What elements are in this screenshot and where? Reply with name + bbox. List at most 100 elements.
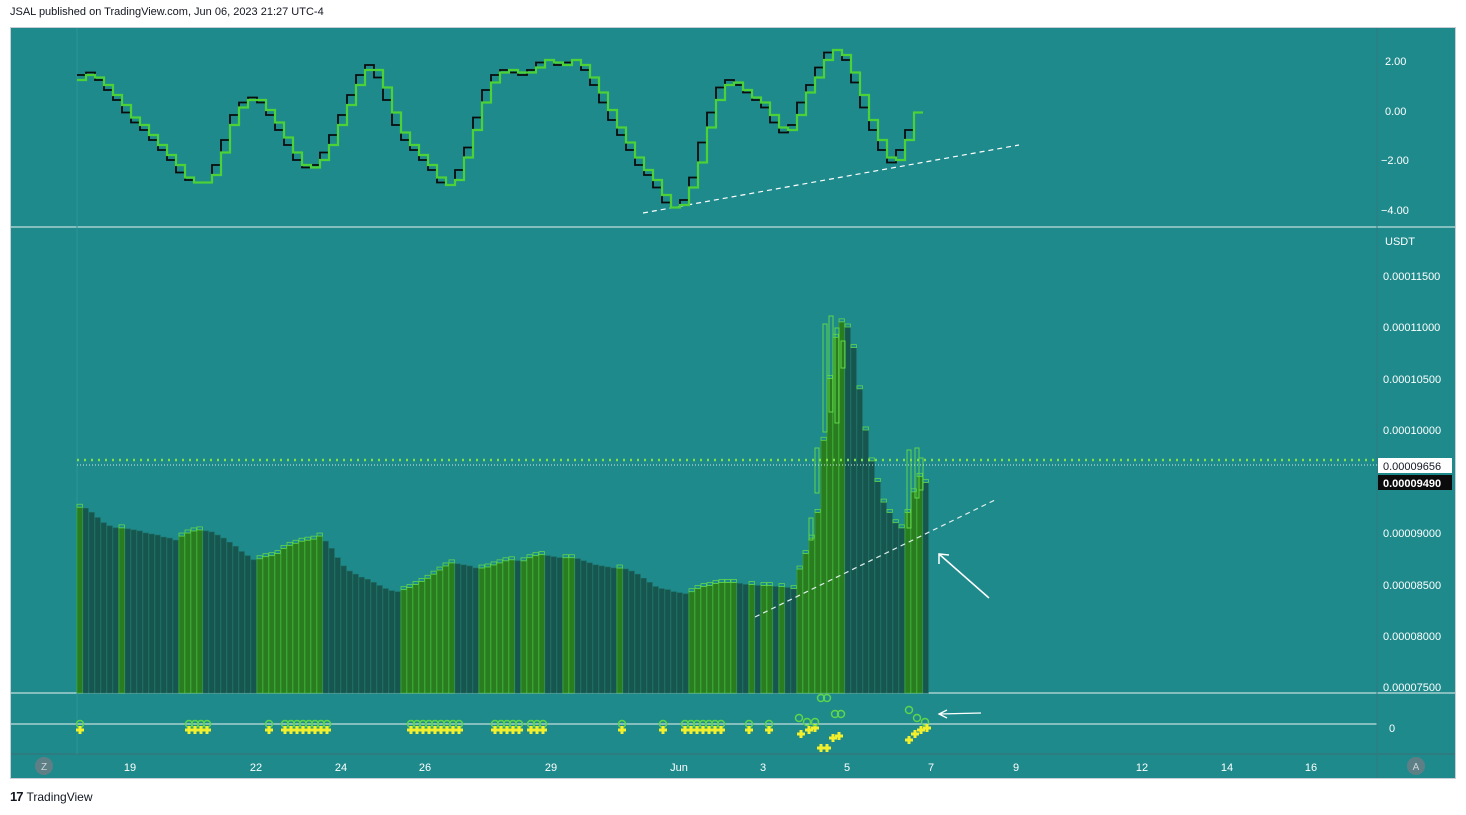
price-bar [544,555,551,694]
price-bar-cap [724,579,731,583]
price-bar [448,562,455,694]
price-bar [124,528,131,694]
price-axis-tick: 0.00007500 [1383,682,1441,694]
price-bar-cap [820,436,827,441]
price-bar [466,565,473,694]
price-bar [580,560,587,694]
footer-brand-label: TradingView [26,789,93,804]
price-bar-cap [886,508,893,513]
price-bar [394,591,401,694]
price-bar-cap [856,385,863,390]
price-bar [94,517,101,694]
spike-candle [840,340,846,369]
price-bar [880,501,887,694]
time-axis-tick: 22 [250,762,262,774]
publisher-caption: JSAL published on TradingView.com, Jun 0… [10,6,324,18]
price-bar [658,588,665,694]
price-bar [634,573,641,694]
price-bar-cap [76,503,83,508]
price-bar [232,546,239,694]
price-bar [172,539,179,694]
price-bar [400,589,407,694]
price-axis-tick: 0.00008500 [1383,580,1441,592]
price-bar [526,557,533,694]
price-bar [460,564,467,694]
price-bar [814,512,821,694]
price-bar [484,566,491,694]
price-bar-cap [316,532,323,537]
price-bar [898,527,905,694]
price-bar [262,556,269,694]
plus-marker [455,726,463,734]
price-bar-cap [850,344,857,349]
price-bar-cap [190,527,197,532]
circle-marker [822,693,832,703]
price-bar [286,545,293,694]
price-bar-cap [844,323,851,328]
price-bar-cap [706,582,713,586]
spike-candle [822,323,828,433]
circle-marker [836,709,846,719]
chart-frame[interactable]: 2.00 0.00 −2.00 −4.00 USDT 0.00011500 0.… [10,27,1456,779]
time-axis-tick: 3 [760,762,766,774]
price-bar [610,567,617,694]
plus-marker [76,726,84,734]
arrow-head-signal [937,709,948,719]
price-bar [502,560,509,694]
price-label-level: 0.00009656 [1383,461,1441,473]
price-bar [664,589,671,694]
spike-candle [828,315,834,413]
price-bar [106,525,113,694]
price-bar [796,568,803,694]
price-bar [904,512,911,694]
price-bar [802,553,809,694]
price-bar [160,536,167,694]
time-axis-tick: 12 [1136,762,1148,774]
price-bar [922,482,929,694]
price-bar-cap [118,524,125,529]
price-bar [538,554,545,694]
price-bar-cap [298,537,305,542]
oscillator-layer [77,48,923,209]
price-bar [136,530,143,694]
price-bar [430,573,437,694]
chart-canvas[interactable]: 2.00 0.00 −2.00 −4.00 USDT 0.00011500 0.… [11,28,1456,779]
plus-marker [618,726,626,734]
price-bar [604,566,611,694]
price-bar [412,584,419,694]
price-bar [436,569,443,694]
plus-marker [765,726,773,734]
price-bar [178,535,185,694]
circle-marker [904,705,914,715]
arrow-head-price [938,553,950,564]
price-bar [382,588,389,694]
plus-marker [323,726,331,734]
footer-brand[interactable]: 17 TradingView [10,789,93,804]
price-bar [250,559,257,694]
circle-marker [802,717,812,727]
price-bar [886,512,893,694]
auto-scale-button[interactable] [1407,757,1425,775]
price-bar-cap [538,551,545,556]
price-bar [826,378,833,694]
price-bar [712,583,719,694]
price-bar-cap [904,508,911,513]
price-bar-cap [526,554,533,559]
timezone-button[interactable] [35,757,53,775]
price-bar [532,555,539,694]
price-bar-cap [430,570,437,575]
price-bar-cap [802,550,809,554]
price-bar-cap [304,536,311,541]
price-bar [586,562,593,694]
price-bar [202,530,209,694]
price-bar [646,582,653,694]
price-bar [406,587,413,694]
price-bar [310,538,317,694]
time-axis-tick: 7 [928,762,934,774]
price-bar-cap [406,584,413,588]
price-bar-cap [400,586,407,591]
price-bar [130,529,137,694]
price-bar [88,512,95,694]
price-bar-cap [490,561,497,566]
plus-marker [835,732,843,740]
